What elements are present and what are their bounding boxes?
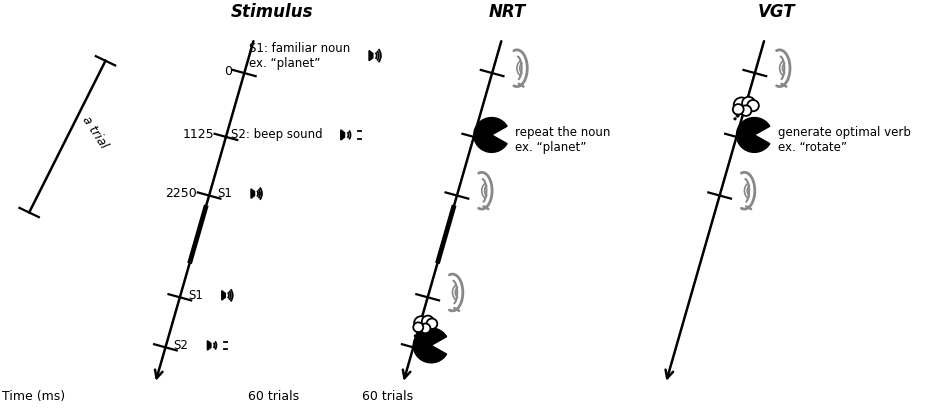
Text: a trial: a trial — [80, 113, 110, 150]
Circle shape — [734, 118, 736, 119]
Circle shape — [747, 100, 758, 111]
Circle shape — [427, 318, 437, 329]
Circle shape — [734, 98, 749, 112]
Text: 0: 0 — [225, 65, 232, 77]
Polygon shape — [340, 130, 344, 140]
Polygon shape — [208, 341, 210, 350]
Text: S1: familiar noun
ex. “planet”: S1: familiar noun ex. “planet” — [249, 42, 351, 70]
Text: Time (ms): Time (ms) — [3, 390, 65, 403]
Circle shape — [416, 332, 419, 334]
Circle shape — [420, 323, 430, 333]
Text: 60 trials: 60 trials — [248, 390, 300, 403]
Circle shape — [740, 105, 752, 116]
Circle shape — [422, 316, 434, 327]
Text: S1: S1 — [188, 289, 203, 302]
Text: Stimulus: Stimulus — [230, 3, 313, 21]
Polygon shape — [222, 290, 226, 300]
Text: VGT: VGT — [757, 3, 795, 21]
Text: S1: S1 — [217, 187, 232, 200]
Text: 60 trials: 60 trials — [362, 390, 413, 403]
Circle shape — [737, 115, 738, 117]
Wedge shape — [413, 328, 447, 363]
Text: generate optimal verb
ex. “rotate”: generate optimal verb ex. “rotate” — [778, 126, 911, 154]
Circle shape — [414, 316, 428, 330]
Text: NRT: NRT — [488, 3, 525, 21]
Polygon shape — [251, 189, 255, 198]
Text: repeat the noun
ex. “planet”: repeat the noun ex. “planet” — [516, 126, 611, 154]
Wedge shape — [737, 117, 770, 152]
Text: 2250: 2250 — [166, 187, 197, 200]
Circle shape — [414, 335, 416, 337]
Text: S2: S2 — [173, 339, 189, 352]
Text: 1125: 1125 — [182, 129, 214, 141]
Circle shape — [413, 322, 423, 332]
Polygon shape — [369, 51, 373, 61]
Text: S2: beep sound: S2: beep sound — [231, 129, 322, 141]
Circle shape — [742, 97, 755, 109]
Wedge shape — [474, 117, 507, 152]
Circle shape — [733, 104, 743, 115]
